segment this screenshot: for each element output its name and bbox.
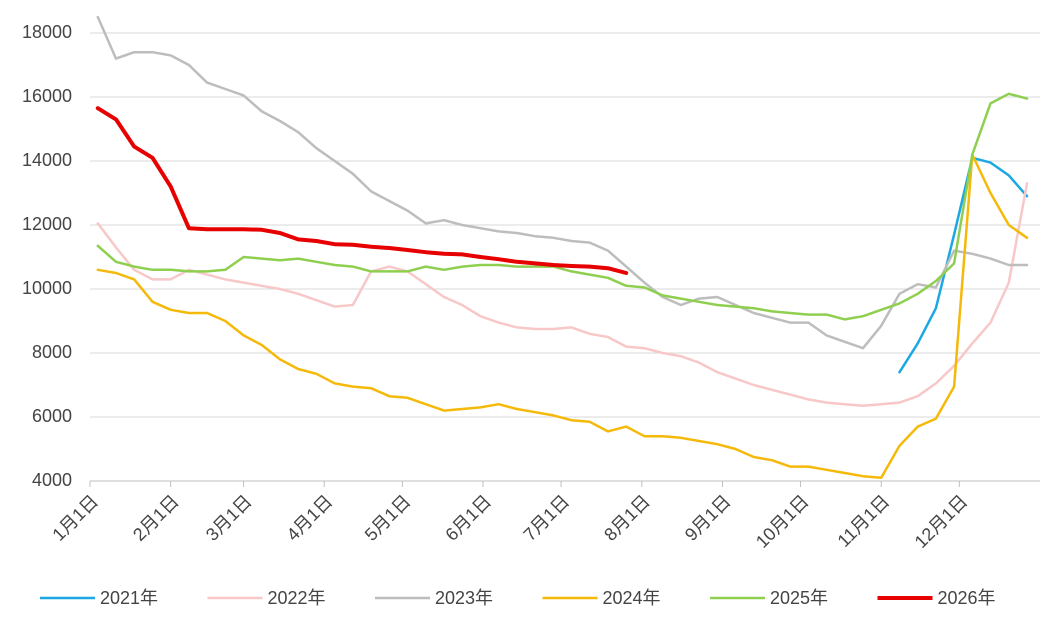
y-tick-label: 16000: [22, 86, 72, 106]
series-line: [898, 156, 1029, 374]
x-tick-label: 2月1日: [129, 491, 183, 545]
series-line: [96, 15, 1029, 350]
series-line: [96, 153, 1029, 480]
x-tick-label: 1月1日: [48, 491, 102, 545]
legend-label: 2022年: [268, 588, 326, 608]
y-tick-label: 14000: [22, 150, 72, 170]
series-line: [96, 182, 1029, 408]
y-tick-label: 12000: [22, 214, 72, 234]
y-tick-label: 8000: [32, 342, 72, 362]
x-tick-label: 5月1日: [361, 491, 415, 545]
x-tick-label: 10月1日: [752, 491, 813, 552]
x-tick-label: 11月1日: [834, 491, 894, 551]
x-tick-label: 6月1日: [441, 491, 495, 545]
series-line: [95, 106, 629, 275]
series-line: [96, 92, 1029, 321]
y-tick-label: 4000: [32, 470, 72, 490]
x-tick-label: 8月1日: [600, 491, 654, 545]
y-tick-label: 10000: [22, 278, 72, 298]
x-tick-label: 12月1日: [911, 491, 972, 552]
x-tick-label: 7月1日: [520, 491, 574, 545]
x-tick-label: 9月1日: [681, 491, 735, 545]
legend-label: 2021年: [100, 588, 158, 608]
legend-label: 2025年: [770, 588, 828, 608]
y-tick-label: 6000: [32, 406, 72, 426]
legend-label: 2023年: [435, 588, 493, 608]
legend-label: 2024年: [603, 588, 661, 608]
legend-label: 2026年: [938, 588, 996, 608]
x-tick-label: 3月1日: [202, 491, 256, 545]
y-tick-label: 18000: [22, 22, 72, 42]
x-tick-label: 4月1日: [283, 491, 337, 545]
